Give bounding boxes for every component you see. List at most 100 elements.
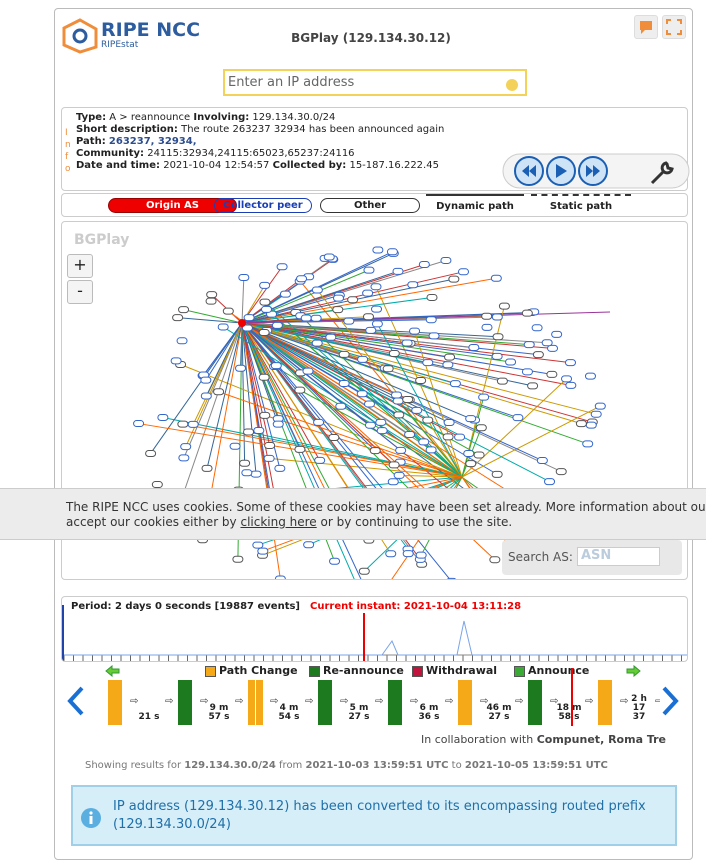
cookie-text: accept our cookies either by: [66, 515, 241, 529]
as-node: [369, 447, 381, 455]
as-node: [422, 416, 434, 424]
search-as-panel: Search AS: ASN: [502, 540, 682, 575]
timeline-panel: Period: 2 days 0 seconds [19887 events] …: [61, 596, 688, 662]
edge: [397, 400, 463, 478]
as-node: [370, 283, 382, 291]
edge: [241, 322, 362, 579]
as-node: [425, 316, 437, 324]
as-node: [178, 454, 190, 462]
as-node: [536, 457, 548, 465]
timeline: [62, 605, 687, 661]
value: A > reannounce: [109, 112, 191, 123]
as-node: [357, 355, 369, 363]
events-next-arrow[interactable]: [626, 665, 641, 677]
as-node: [473, 451, 485, 459]
label: Path:: [76, 136, 106, 147]
as-node: [205, 297, 217, 305]
as-node: [358, 567, 370, 575]
events-prev[interactable]: [66, 686, 86, 716]
edge: [241, 322, 333, 505]
events-next[interactable]: [660, 686, 680, 716]
legend-dynamic: Dynamic path: [426, 194, 524, 212]
as-node: [363, 400, 375, 408]
as-node: [402, 550, 414, 558]
edge: [241, 322, 471, 420]
fullscreen-button[interactable]: [662, 15, 686, 39]
as-node: [564, 359, 576, 367]
as-node: [388, 461, 400, 469]
legend-panel: Origin AS Collector peer Other Dynamic p…: [61, 193, 688, 217]
edge: [241, 322, 414, 494]
as-node: [415, 551, 427, 559]
edge: [241, 322, 275, 514]
as-node: [177, 420, 189, 428]
settings-button[interactable]: [650, 161, 674, 185]
search-input[interactable]: Enter an IP address: [223, 69, 527, 96]
as-node: [401, 339, 413, 347]
as-node: [385, 550, 397, 558]
as-node: [170, 357, 182, 365]
as-node: [222, 307, 234, 315]
zoom-out[interactable]: -: [67, 280, 93, 304]
logo-title: RIPE NCC: [101, 19, 201, 41]
legend-other: Other: [320, 198, 420, 213]
edge: [241, 322, 336, 501]
as-node: [332, 306, 344, 314]
events-prev-arrow[interactable]: [105, 665, 120, 677]
zoom-in[interactable]: +: [67, 254, 93, 278]
as-node: [376, 427, 388, 435]
edge: [241, 322, 582, 425]
as-node: [276, 263, 288, 271]
edge: [218, 391, 463, 478]
edge: [241, 322, 376, 451]
timeline-period: Period: 2 days 0 seconds [19887 events]: [71, 601, 300, 612]
as-node: [551, 330, 563, 338]
as-node: [457, 268, 469, 276]
as-node: [294, 386, 306, 394]
as-node: [523, 341, 535, 349]
cookie-text: accept our cookies either by clicking he…: [66, 515, 512, 529]
text: In collaboration with: [420, 733, 534, 746]
as-node: [235, 364, 247, 372]
as-node: [428, 332, 440, 340]
timeline-current: Current instant: 2021-10-04 13:11:28: [310, 601, 522, 612]
edge: [461, 405, 601, 478]
label: Involving:: [193, 112, 250, 123]
cookie-link[interactable]: clicking here: [240, 515, 317, 529]
logo-subtitle: RIPEstat: [101, 40, 139, 50]
as-node: [541, 339, 553, 347]
cookie-banner: The RIPE NCC uses cookies. Some of these…: [0, 488, 706, 540]
as-node: [582, 440, 594, 448]
search-as-input[interactable]: ASN: [577, 547, 660, 566]
edge: [222, 326, 463, 478]
as-node: [232, 555, 244, 563]
edge: [316, 289, 463, 478]
legend-swatch: [514, 666, 525, 677]
title: BGPlay (129.134.30.12): [291, 31, 451, 45]
activity: [62, 620, 687, 656]
legend-static: Static path: [531, 194, 631, 212]
as-node: [365, 326, 377, 334]
legend-label: Path Change: [219, 664, 298, 677]
as-node: [527, 382, 539, 390]
as-node: [133, 420, 145, 428]
feedback-button[interactable]: [634, 15, 658, 39]
edge: [381, 430, 463, 478]
as-node: [387, 478, 399, 486]
cookie-text: or by continuing to use the site.: [316, 515, 513, 529]
edge: [241, 322, 271, 446]
as-node: [279, 290, 291, 298]
edge: [205, 322, 243, 381]
as-node: [338, 350, 350, 358]
edge: [241, 322, 571, 386]
edge: [241, 322, 511, 363]
text: 2021-10-03 13:59:51 UTC: [305, 760, 449, 771]
as-node: [243, 314, 255, 322]
as-node: [311, 286, 323, 294]
edge: [241, 277, 245, 324]
as-node: [425, 446, 437, 454]
as-node: [555, 468, 567, 476]
showing-results: Showing results for 129.134.30.0/24 from…: [85, 760, 608, 771]
as-node: [465, 460, 477, 468]
